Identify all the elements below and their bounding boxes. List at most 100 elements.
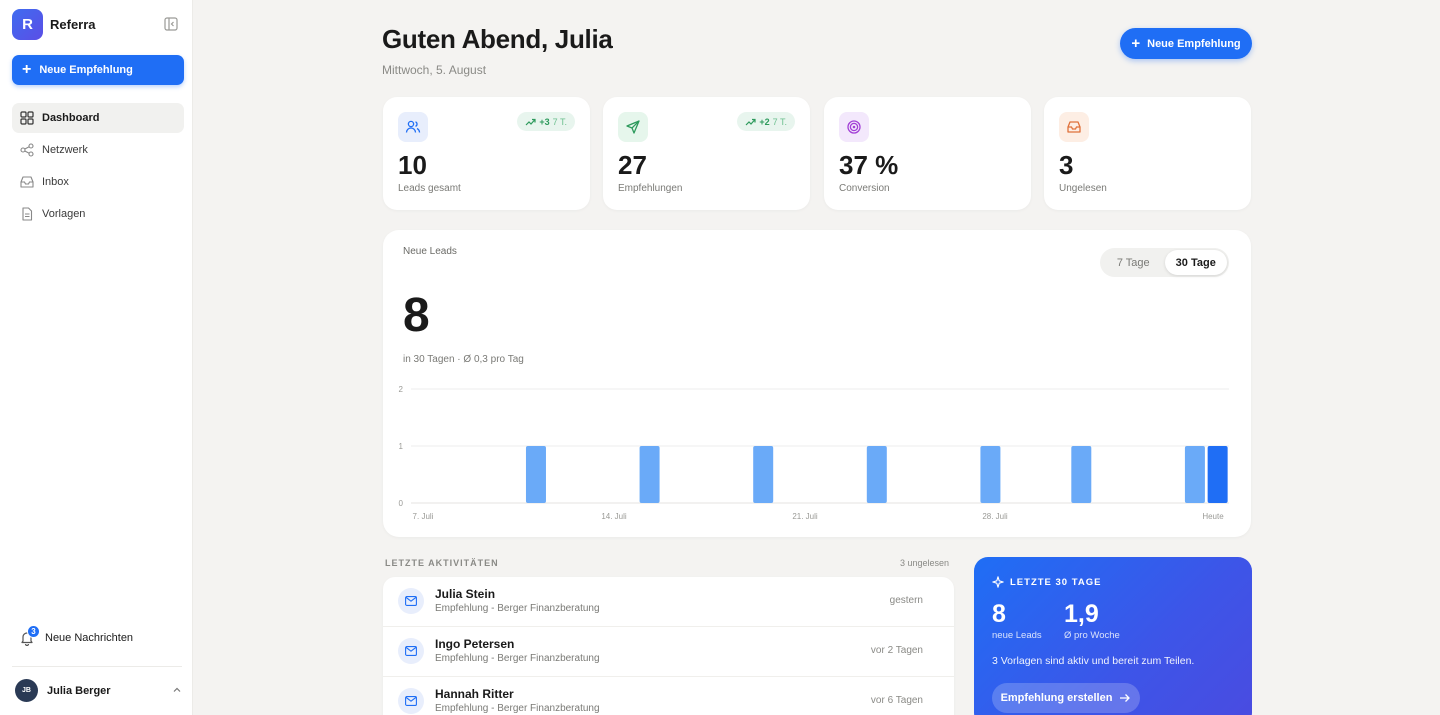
activity-name: Ingo Petersen — [435, 637, 515, 651]
activity-name: Julia Stein — [435, 587, 496, 601]
chart-bar — [866, 446, 887, 503]
x-tick-label: 21. Juli — [792, 512, 818, 521]
sidebar-item-inbox[interactable]: Inbox — [12, 167, 184, 197]
new-recommendation-header-button[interactable]: + Neue Empfehlung — [1120, 28, 1252, 59]
trend-badge: +2 7 T. — [737, 112, 795, 131]
grid-icon — [20, 111, 34, 125]
new-recommendation-label: Neue Empfehlung — [39, 64, 133, 76]
summary-card: LETZTE 30 TAGE 8 neue Leads 1,9 Ø pro Wo… — [974, 557, 1252, 715]
trend-badge: +3 7 T. — [517, 112, 575, 131]
period-toggle: 7 Tage 30 Tage — [1100, 248, 1229, 277]
sidebar-nav: Dashboard Netzwerk Inbox Vorlagen — [12, 103, 184, 231]
avatar: JB — [15, 679, 38, 702]
new-recommendation-header-label: Neue Empfehlung — [1147, 37, 1241, 50]
users-icon — [398, 112, 428, 142]
x-tick-label: 28. Juli — [982, 512, 1008, 521]
page-title: Guten Abend, Julia — [382, 24, 613, 54]
summary-heading: LETZTE 30 TAGE — [992, 576, 1101, 588]
inbox-icon — [1059, 112, 1089, 142]
summary-title: LETZTE 30 TAGE — [1010, 576, 1102, 588]
user-name: Julia Berger — [47, 684, 111, 697]
x-tick-label: Heute — [1202, 512, 1224, 521]
activities-list: Julia Stein Empfehlung - Berger Finanzbe… — [383, 577, 954, 715]
new-recommendation-button[interactable]: + Neue Empfehlung — [12, 55, 184, 85]
sidebar-item-label: Vorlagen — [42, 208, 86, 220]
stat-value: 10 — [398, 150, 427, 180]
trend-period: 7 T. — [552, 116, 567, 127]
list-item[interactable]: Julia Stein Empfehlung - Berger Finanzbe… — [383, 577, 954, 627]
tab-30-days[interactable]: 30 Tage — [1164, 250, 1227, 275]
activities-unread-count: 3 ungelesen — [900, 558, 950, 568]
chart-bar — [525, 446, 546, 503]
notification-count-badge: 3 — [27, 625, 40, 638]
activity-name: Hannah Ritter — [435, 687, 514, 701]
stat-card-conversion[interactable]: 37 % Conversion — [824, 97, 1031, 210]
brand-name: Referra — [50, 17, 96, 32]
chart-bar — [980, 446, 1001, 503]
target-icon — [839, 112, 869, 142]
inbox-icon — [20, 175, 34, 189]
create-recommendation-label: Empfehlung erstellen — [1000, 692, 1113, 704]
trend-period: 7 T. — [772, 116, 787, 127]
stat-label: Leads gesamt — [398, 183, 461, 194]
sidebar-item-vorlagen[interactable]: Vorlagen — [12, 199, 184, 229]
mail-icon — [398, 688, 424, 714]
arrow-right-icon — [1120, 694, 1131, 702]
sparkle-icon — [992, 576, 1004, 588]
stat-value: 27 — [618, 150, 647, 180]
sidebar-item-dashboard[interactable]: Dashboard — [12, 103, 184, 133]
brand[interactable]: R Referra — [12, 9, 96, 40]
stat-card-referrals[interactable]: +2 7 T. 27 Empfehlungen — [603, 97, 810, 210]
plus-icon: + — [22, 61, 32, 78]
document-icon — [20, 207, 34, 221]
sidebar-item-label: Dashboard — [42, 112, 100, 124]
create-recommendation-button[interactable]: Empfehlung erstellen — [992, 683, 1140, 713]
share-icon — [20, 143, 34, 157]
chart-subtitle: in 30 Tagen · Ø 0,3 pro Tag — [403, 354, 524, 365]
sidebar-item-netzwerk[interactable]: Netzwerk — [12, 135, 184, 165]
stat-label: Conversion — [839, 183, 890, 194]
sidebar-collapse-icon[interactable] — [164, 17, 178, 31]
activity-description: Empfehlung - Berger Finanzberatung — [435, 703, 600, 714]
x-tick-label: 7. Juli — [413, 512, 434, 521]
summary-leads-label: neue Leads — [992, 630, 1042, 641]
list-item[interactable]: Ingo Petersen Empfehlung - Berger Finanz… — [383, 627, 954, 677]
stat-card-unread[interactable]: 3 Ungelesen — [1044, 97, 1251, 210]
y-tick-label: 0 — [399, 499, 404, 508]
mail-icon — [398, 588, 424, 614]
leads-total: 8 — [403, 289, 430, 342]
mail-icon — [398, 638, 424, 664]
activity-description: Empfehlung - Berger Finanzberatung — [435, 603, 600, 614]
trend-up-icon — [525, 118, 536, 125]
y-tick-label: 2 — [399, 385, 404, 394]
y-tick-label: 1 — [399, 442, 404, 451]
stat-card-leads[interactable]: +3 7 T. 10 Leads gesamt — [383, 97, 590, 210]
stat-label: Ungelesen — [1059, 183, 1107, 194]
plus-icon: + — [1131, 35, 1141, 52]
activities-heading: LETZTE AKTIVITÄTEN — [385, 558, 499, 568]
chart-bar — [1207, 446, 1228, 503]
leads-bar-chart: 0 1 2 7. Juli 14. Juli 21. Juli 28. Juli Heute — [399, 385, 1229, 521]
tab-7-days[interactable]: 7 Tage — [1116, 256, 1150, 269]
activity-time: gestern — [889, 595, 923, 606]
list-item[interactable]: Hannah Ritter Empfehlung - Berger Finanz… — [383, 677, 954, 715]
activity-time: vor 2 Tagen — [870, 645, 923, 656]
trend-value: +3 — [539, 116, 550, 127]
sidebar: R Referra + Neue Empfehlung Dashboard Ne… — [0, 0, 193, 715]
chart-title: Neue Leads — [403, 246, 457, 257]
chart-bar — [1071, 446, 1092, 503]
notifications-item[interactable]: 3 Neue Nachrichten — [19, 625, 134, 647]
stat-value: 3 — [1059, 150, 1074, 180]
summary-week-label: Ø pro Woche — [1064, 630, 1120, 641]
trend-value: +2 — [759, 116, 770, 127]
sidebar-item-label: Netzwerk — [42, 144, 88, 156]
user-menu[interactable]: JB Julia Berger — [15, 679, 185, 702]
new-leads-card: Neue Leads 7 Tage 30 Tage 8 in 30 Tagen … — [383, 230, 1251, 537]
notifications-label: Neue Nachrichten — [45, 632, 134, 644]
sidebar-item-label: Inbox — [42, 176, 69, 188]
app-logo: R — [12, 9, 43, 40]
stat-value: 37 % — [839, 150, 899, 180]
chart-bar — [753, 446, 774, 503]
sidebar-divider — [12, 666, 182, 667]
trend-up-icon — [745, 118, 756, 125]
